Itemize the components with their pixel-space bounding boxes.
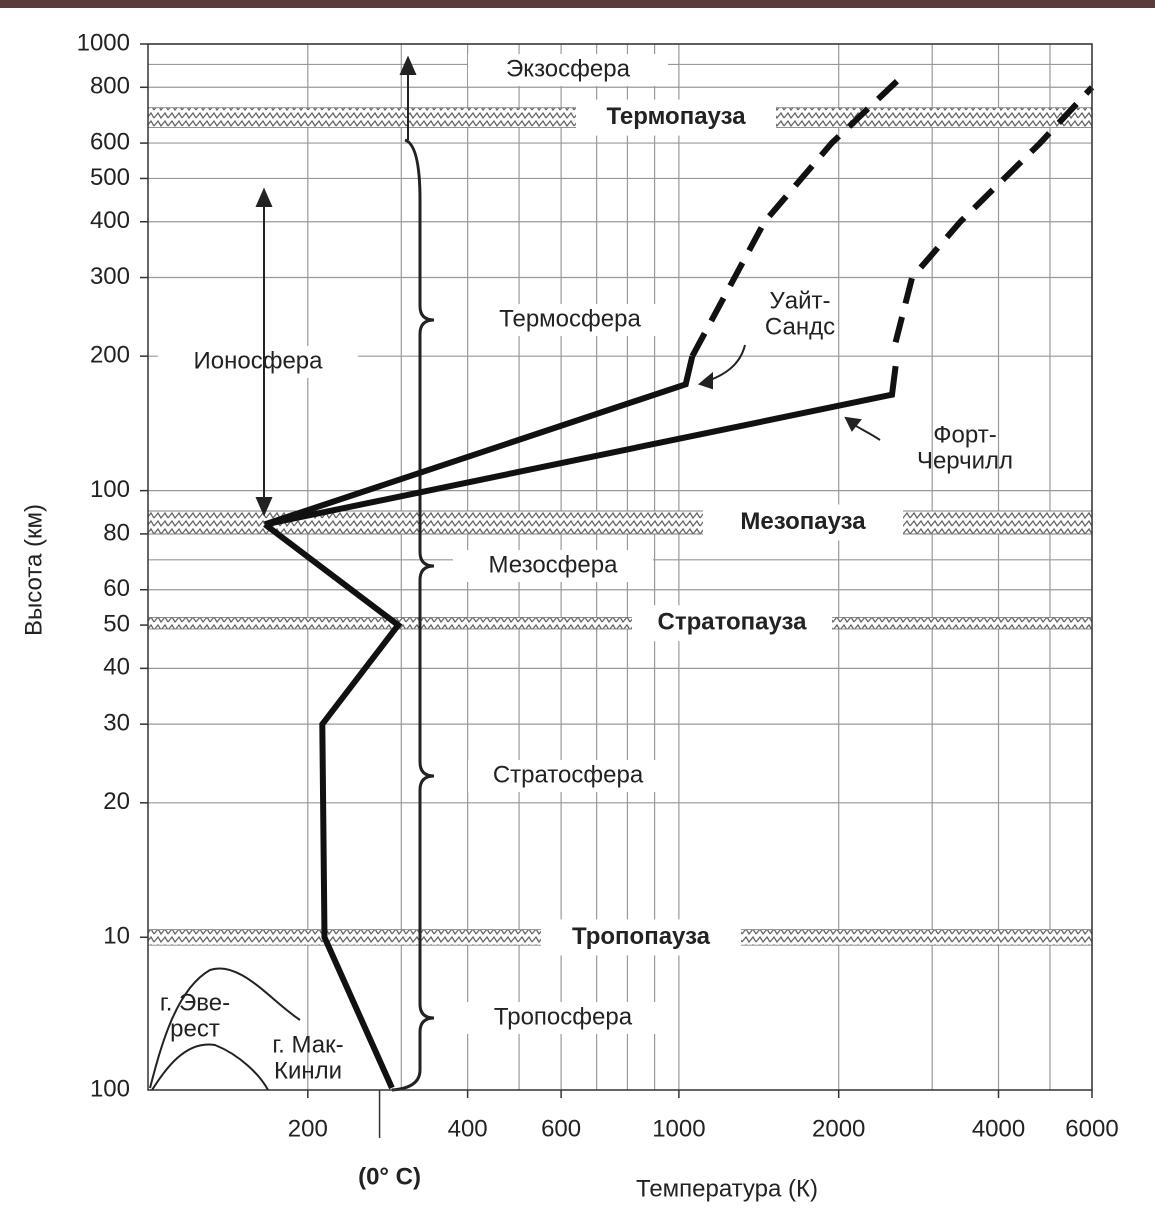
decorations (149, 55, 881, 1091)
annotation: г. Эве- (160, 989, 230, 1016)
y-tick-label: 60 (103, 575, 130, 602)
y-axis-title: Высота (км) (20, 504, 47, 636)
y-tick-label: 300 (90, 263, 130, 290)
series-line (689, 71, 908, 358)
top-bar (0, 0, 1155, 8)
x-tick-label: 400 (448, 1115, 488, 1142)
y-tick-label: 50 (103, 610, 130, 637)
annotation: рест (170, 1015, 220, 1042)
y-tick-label: 600 (90, 128, 130, 155)
x-tick-label: 6000 (1065, 1115, 1118, 1142)
layer-label: Экзосфера (506, 55, 631, 82)
pause-label-bg (632, 605, 832, 642)
layer-label-bg (468, 54, 668, 86)
layer-label-bg (470, 304, 670, 336)
pause-label: Термопауза (606, 103, 746, 130)
x-axis-title: Температура (К) (636, 1175, 818, 1202)
plot-frame (147, 43, 1093, 1091)
pause-band (147, 617, 1093, 630)
x-tick-label: 200 (288, 1115, 328, 1142)
pause-label: Мезопауза (740, 508, 866, 535)
x-tick-label: 2000 (812, 1115, 865, 1142)
layer-label-bg (463, 1002, 663, 1034)
series-line (263, 355, 696, 528)
layer-label: Тропосфера (494, 1003, 633, 1030)
pause-label: Тропопауза (572, 923, 711, 950)
y-tick-label: 100 (90, 1075, 130, 1102)
layer-label: Стратосфера (493, 761, 644, 788)
y-tick-label: 20 (103, 788, 130, 815)
x-tick-label: 1000 (652, 1115, 705, 1142)
layer-label-bg (468, 760, 668, 792)
x-tick-label: 600 (541, 1115, 581, 1142)
pause-label: Стратопауза (657, 609, 807, 636)
y-tick-label: 30 (103, 710, 130, 737)
y-tick-label: 10 (103, 923, 130, 950)
annotation: Форт- (933, 421, 996, 448)
y-tick-label: 800 (90, 73, 130, 100)
annotation: Черчилл (917, 447, 1013, 474)
series-line (263, 522, 403, 1090)
layer-label: Ионосфера (194, 347, 324, 374)
annotation: Кинли (274, 1057, 342, 1084)
y-tick-label: 80 (103, 519, 130, 546)
zero-c-label: (0° C) (358, 1163, 421, 1190)
pause-label-bg (541, 919, 741, 956)
y-tick-label: 200 (90, 342, 130, 369)
series-line (264, 365, 899, 528)
series-line (892, 85, 1095, 343)
y-tick-label: 40 (103, 654, 130, 681)
y-tick-label: 500 (90, 164, 130, 191)
layer-label: Термосфера (499, 305, 641, 332)
annotation: г. Мак- (272, 1031, 343, 1058)
y-tick-label: 400 (90, 207, 130, 234)
pause-label-bg (576, 99, 776, 136)
layer-label-bg (158, 346, 358, 378)
brace (391, 138, 435, 1092)
pause-label-bg (703, 504, 903, 541)
annotation: Уайт- (770, 287, 831, 314)
y-tick-label: 100 (90, 476, 130, 503)
x-tick-label: 4000 (972, 1115, 1025, 1142)
layer-label: Мезосфера (489, 551, 619, 578)
annotation: Сандс (765, 313, 835, 340)
y-tick-label: 1000 (77, 29, 130, 56)
layer-label-bg (453, 550, 653, 582)
